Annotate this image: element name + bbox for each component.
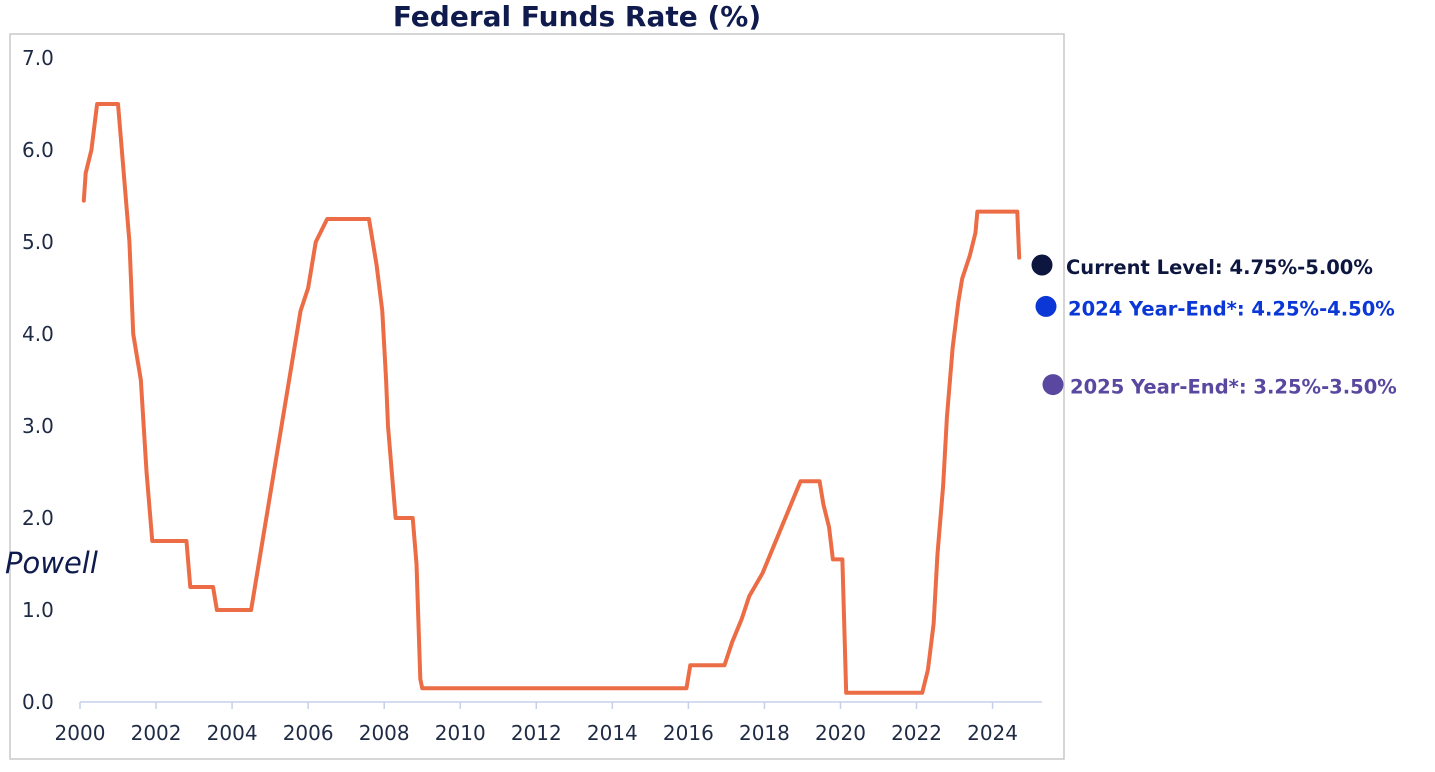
y-tick-label: 7.0 [22, 46, 54, 70]
y-tick-label: 1.0 [22, 598, 54, 622]
x-tick-label: 2010 [435, 721, 486, 745]
y-tick-label: 5.0 [22, 230, 54, 254]
chart-title: Federal Funds Rate (%) [393, 0, 761, 33]
x-tick-label: 2014 [587, 721, 638, 745]
projection-marker [1031, 254, 1053, 276]
projection-marker [1035, 295, 1057, 317]
projection-label: Current Level: 4.75%-5.00% [1066, 256, 1373, 279]
projection-label: 2024 Year-End*: 4.25%-4.50% [1068, 297, 1395, 320]
x-tick-label: 2004 [207, 721, 258, 745]
y-tick-label: 4.0 [22, 322, 54, 346]
x-tick-label: 2000 [55, 721, 106, 745]
fed-funds-rate-line [81, 102, 1022, 695]
x-tick-label: 2006 [283, 721, 334, 745]
x-tick-label: 2016 [663, 721, 714, 745]
y-tick-label: 2.0 [22, 506, 54, 530]
y-tick-label: 3.0 [22, 414, 54, 438]
x-tick-label: 2002 [131, 721, 182, 745]
projection-marker [1042, 374, 1064, 396]
series-layer [81, 102, 1022, 695]
y-axis-ticks: 0.0 1.0 2.0 3.0 4.0 5.0 6.0 7.0 [22, 46, 54, 714]
powell-era-label: Powell [5, 546, 98, 580]
y-tick-label: 6.0 [22, 138, 54, 162]
plot-frame [9, 33, 1065, 760]
x-tick-label: 2018 [739, 721, 790, 745]
projection-label: 2025 Year-End*: 3.25%-3.50% [1070, 376, 1397, 399]
x-tick-label: 2012 [511, 721, 562, 745]
y-tick-label: 0.0 [22, 690, 54, 714]
x-tick-label: 2022 [891, 721, 942, 745]
x-axis-ticks: 2000 2002 2004 2006 2008 2010 2012 2014 2016 2018… [55, 702, 1018, 745]
annotation-layer: Powell Current Level: 4.75%-5.00% 2024 Yea… [5, 254, 1397, 580]
x-tick-label: 2008 [359, 721, 410, 745]
x-tick-label: 2020 [815, 721, 866, 745]
x-tick-label: 2024 [967, 721, 1018, 745]
